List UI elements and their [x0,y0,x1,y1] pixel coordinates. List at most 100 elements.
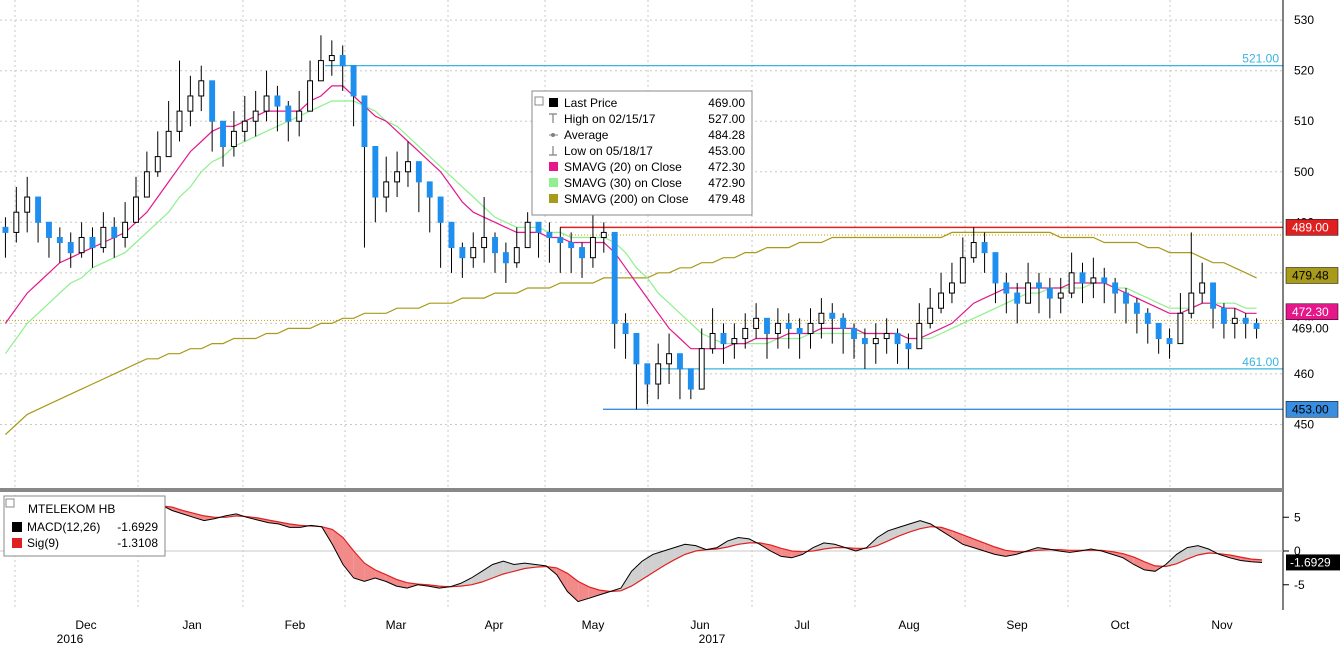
candle-body [394,171,401,183]
candle-body [1220,307,1227,324]
macd-line [139,503,1263,603]
candle-body [546,231,553,238]
price-legend[interactable]: Last Price 469.00 High on 02/15/17 527.00 Av… [531,90,753,216]
candle-body [1133,302,1140,314]
month-label: Aug [898,618,919,632]
candle-body [644,363,651,385]
macd-legend-label: Sig(9) [27,536,59,550]
candle-body [1210,282,1216,309]
legend-value: 469.00 [708,96,745,110]
candle-body [492,236,498,254]
candle-body [2,226,9,233]
candle-body [1068,272,1075,294]
candle-body [263,95,270,112]
candle-body [328,55,335,62]
macd-legend-label: MACD(12,26) [27,520,100,534]
candle-body [829,312,836,319]
candle-body [1025,282,1032,304]
legend-swatch [549,162,558,171]
legend-label: SMAVG (30) on Close [564,176,682,190]
candle-body [46,221,52,238]
candle-body [198,80,205,97]
macd-histogram-fill [556,567,568,592]
candle-body [24,196,31,213]
candle-body [1155,322,1162,340]
macd-histogram-fill [332,529,344,565]
candle-body [894,332,901,345]
candle-body [959,257,966,284]
candle-body [361,95,368,148]
candle-body [840,317,847,329]
macd-histogram-fill [1112,551,1124,558]
candle-body [470,247,477,259]
candle-body [1112,282,1119,294]
price-tick-label: 450 [1294,417,1314,431]
candle-body [655,363,662,385]
candle-body [535,221,542,233]
macd-histogram-fill [172,507,183,514]
macd-histogram-fill [994,546,1006,557]
candle-body [437,196,444,223]
candle-body [502,252,509,264]
macd-legend-value: -1.3108 [117,536,158,550]
candle-body [579,247,585,259]
macd-legend[interactable]: MTELEKOM HB MACD(12,26) -1.6929 Sig(9) -1.31… [3,495,166,557]
month-label: May [582,618,605,632]
macd-histogram-fill [888,527,899,541]
candle-body [851,327,857,340]
candle-body [622,322,629,334]
candle-body [611,231,618,324]
candle-body [35,196,42,223]
macd-histogram-fill [278,521,290,528]
macd-axis-badge-bg [1286,554,1340,571]
macd-histogram-fill [567,573,579,602]
legend-swatch [549,194,558,203]
legend-value: 453.00 [708,144,745,158]
macd-histogram-fill [642,554,653,580]
candle-body [209,80,216,122]
legend-collapse-icon [534,96,544,106]
candle-body [1253,322,1260,329]
candle-body [176,110,183,132]
candle-body [230,130,237,148]
candle-body [709,332,716,350]
month-label: Sep [1006,618,1028,632]
candle-body [731,338,738,345]
macd-tick-label: 0 [1294,544,1301,558]
candle-body [916,322,923,350]
panel-divider[interactable] [0,488,1283,492]
candle-body [589,236,596,259]
candle-body [1101,277,1108,284]
macd-axis-ticks: 5 0 -5 [1283,510,1305,592]
candle-body [524,221,531,249]
candle-body [1036,282,1042,289]
macd-legend-collapse-icon [5,498,15,508]
price-legend-box [531,90,753,216]
macd-histogram-fill [578,581,589,602]
price-axis-badges: 489.00 479.48 472.30 469.00 453.00 [1285,219,1339,418]
candle-body [742,327,749,340]
macd-histogram-fill [182,510,194,518]
candle-body [481,236,488,249]
year-label: 2016 [57,632,84,646]
legend-value: 484.28 [708,128,745,142]
price-axis-badge [1285,219,1339,236]
legend-high-marker [549,113,557,123]
candle-body [1003,282,1010,294]
legend-label: SMAVG (200) on Close [564,192,689,206]
price-axis-badge-label: 479.48 [1292,268,1329,282]
month-label: Jun [690,618,709,632]
macd-histogram-fill [364,563,376,582]
price-axis-badge-label: 469.00 [1292,321,1329,335]
candle-body [285,105,292,122]
macd-histogram-fill [460,578,472,587]
candle-body [165,130,172,158]
candle-body [100,226,107,249]
macd-title: MTELEKOM HB [28,502,115,516]
month-gridlines [14,0,1171,610]
macd-histogram-fill [385,574,397,587]
macd-histogram-fill [492,561,504,578]
candle-body [339,55,346,67]
candle-body [89,236,96,249]
legend-value: 527.00 [708,112,745,126]
